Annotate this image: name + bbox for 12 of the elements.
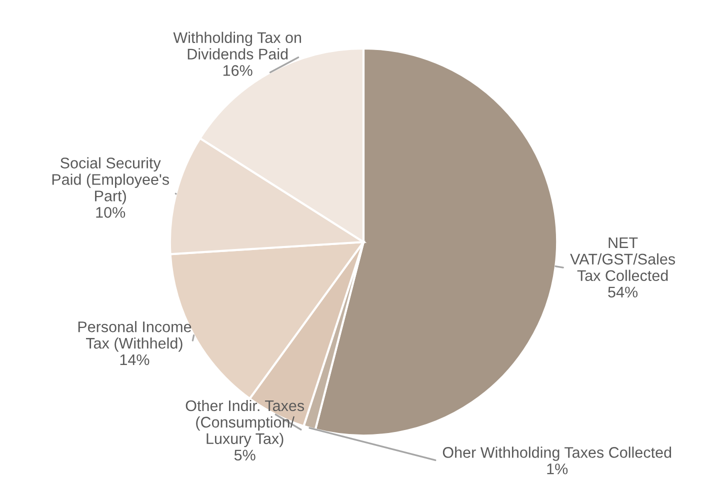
slice-label: Oher Withholding Taxes Collected bbox=[442, 446, 672, 461]
data-label: 16% bbox=[223, 65, 252, 76]
data-label: 54% bbox=[608, 286, 638, 298]
slice-label: Withholding Tax on Dividends Paid bbox=[173, 32, 302, 60]
slice-label: Personal Income Tax (Withheld) bbox=[78, 321, 192, 352]
slice-label: NET VAT/GST/Sales Tax Collected bbox=[570, 237, 676, 282]
slice-label: Other Indir. Taxes (Consumption/ Luxury Tax) bbox=[186, 400, 304, 448]
data-label: 14% bbox=[120, 354, 150, 366]
slice-label: Social Security Paid (Employee's Part) bbox=[52, 157, 170, 204]
data-label: 1% bbox=[547, 464, 568, 474]
data-label: 10% bbox=[96, 207, 126, 218]
data-label: 5% bbox=[234, 450, 256, 461]
